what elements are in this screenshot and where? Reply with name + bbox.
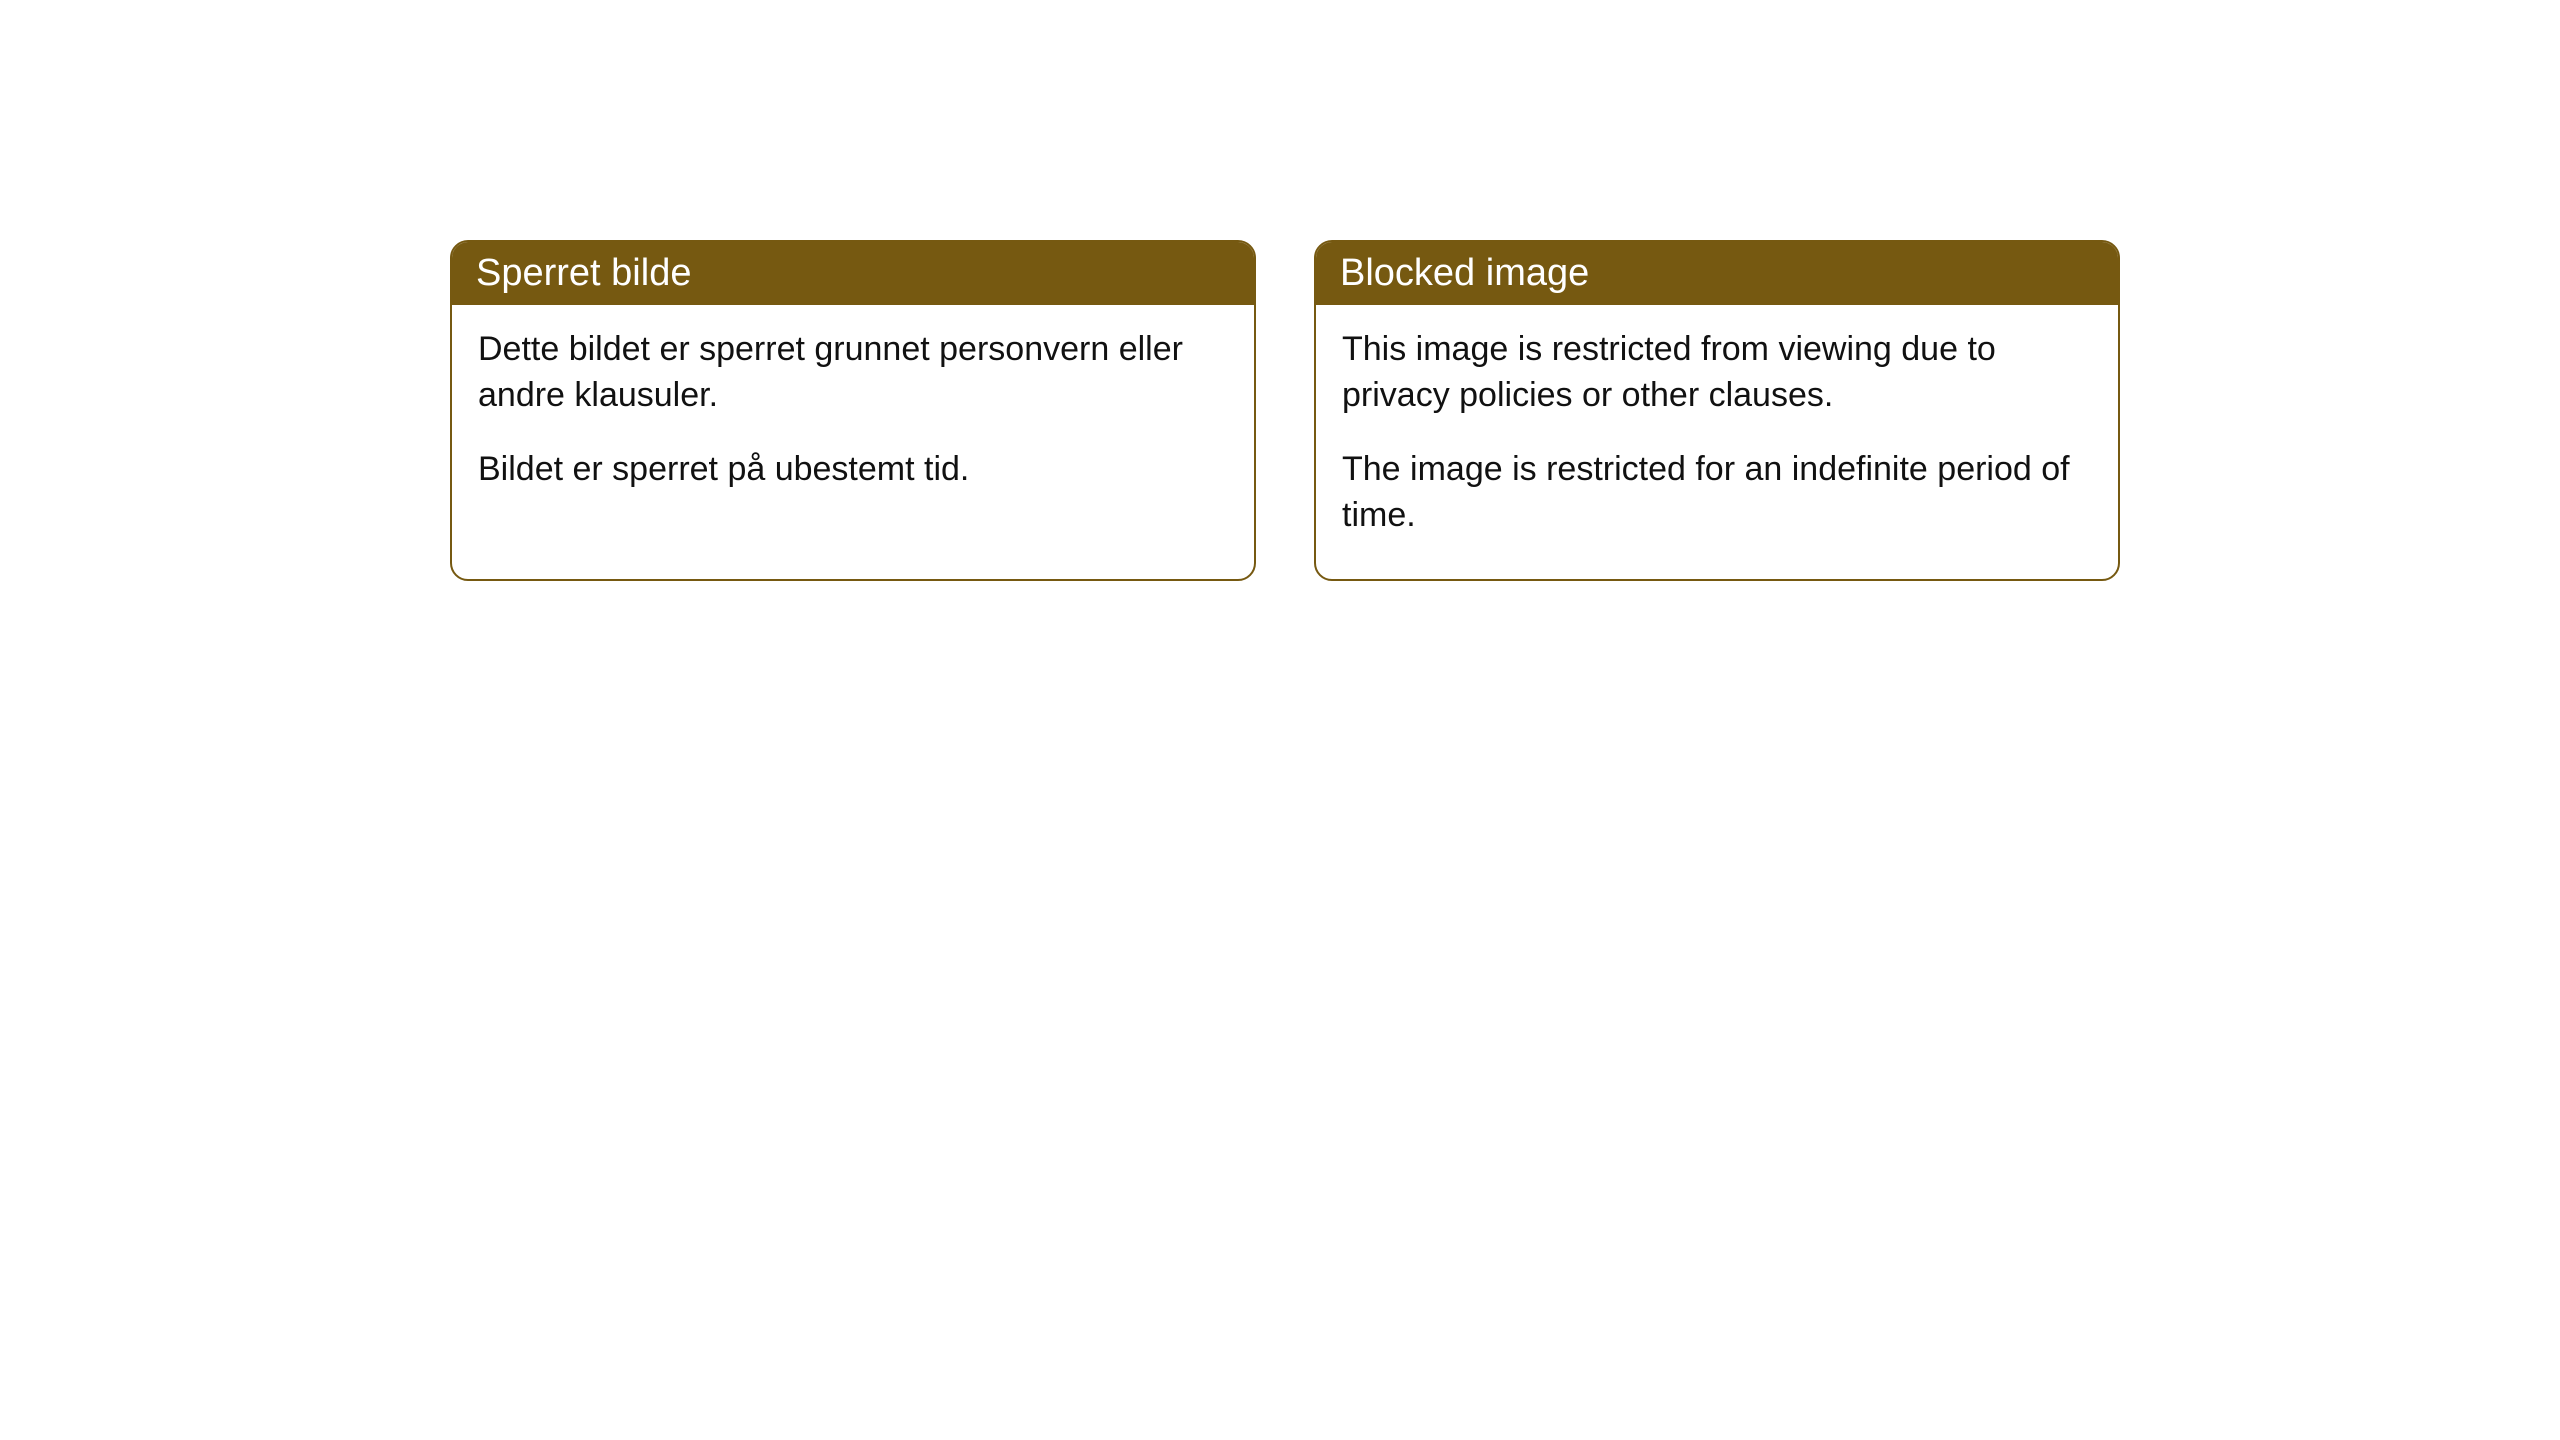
card-header-no: Sperret bilde [452,242,1254,305]
card-body-en: This image is restricted from viewing du… [1316,305,2118,579]
card-header-en: Blocked image [1316,242,2118,305]
card-text-no-1: Dette bildet er sperret grunnet personve… [478,327,1228,419]
card-text-no-2: Bildet er sperret på ubestemt tid. [478,447,1228,493]
card-text-en-1: This image is restricted from viewing du… [1342,327,2092,419]
card-title-no: Sperret bilde [476,252,691,294]
card-body-no: Dette bildet er sperret grunnet personve… [452,305,1254,533]
card-text-en-2: The image is restricted for an indefinit… [1342,447,2092,539]
blocked-image-card-no: Sperret bilde Dette bildet er sperret gr… [450,240,1256,581]
card-title-en: Blocked image [1340,252,1589,294]
cards-container: Sperret bilde Dette bildet er sperret gr… [450,240,2120,581]
blocked-image-card-en: Blocked image This image is restricted f… [1314,240,2120,581]
